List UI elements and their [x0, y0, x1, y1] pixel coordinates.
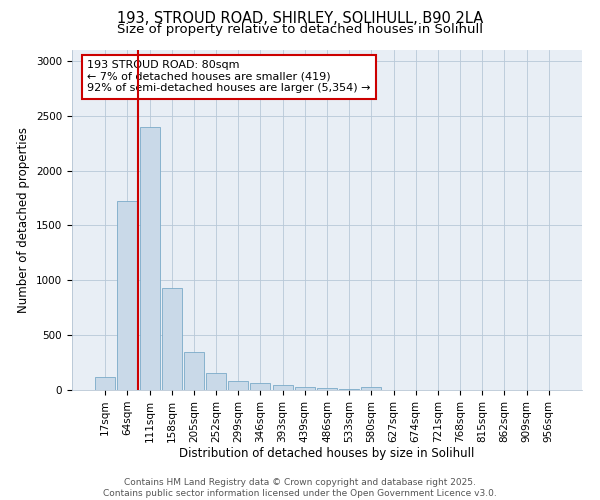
Bar [228, 380, 248, 390]
Bar [140, 127, 160, 390]
Text: 193, STROUD ROAD, SHIRLEY, SOLIHULL, B90 2LA: 193, STROUD ROAD, SHIRLEY, SOLIHULL, B90… [117, 11, 483, 26]
Bar [295, 386, 315, 390]
Text: Size of property relative to detached houses in Solihull: Size of property relative to detached ho… [117, 22, 483, 36]
Text: Contains HM Land Registry data © Crown copyright and database right 2025.
Contai: Contains HM Land Registry data © Crown c… [103, 478, 497, 498]
X-axis label: Distribution of detached houses by size in Solihull: Distribution of detached houses by size … [179, 448, 475, 460]
Bar [118, 202, 137, 390]
Bar [206, 373, 226, 390]
Bar [162, 288, 182, 390]
Bar [250, 384, 271, 390]
Bar [272, 385, 293, 390]
Bar [339, 389, 359, 390]
Bar [361, 388, 382, 390]
Text: 193 STROUD ROAD: 80sqm
← 7% of detached houses are smaller (419)
92% of semi-det: 193 STROUD ROAD: 80sqm ← 7% of detached … [88, 60, 371, 94]
Bar [95, 377, 115, 390]
Bar [317, 388, 337, 390]
Y-axis label: Number of detached properties: Number of detached properties [17, 127, 31, 313]
Bar [184, 352, 204, 390]
